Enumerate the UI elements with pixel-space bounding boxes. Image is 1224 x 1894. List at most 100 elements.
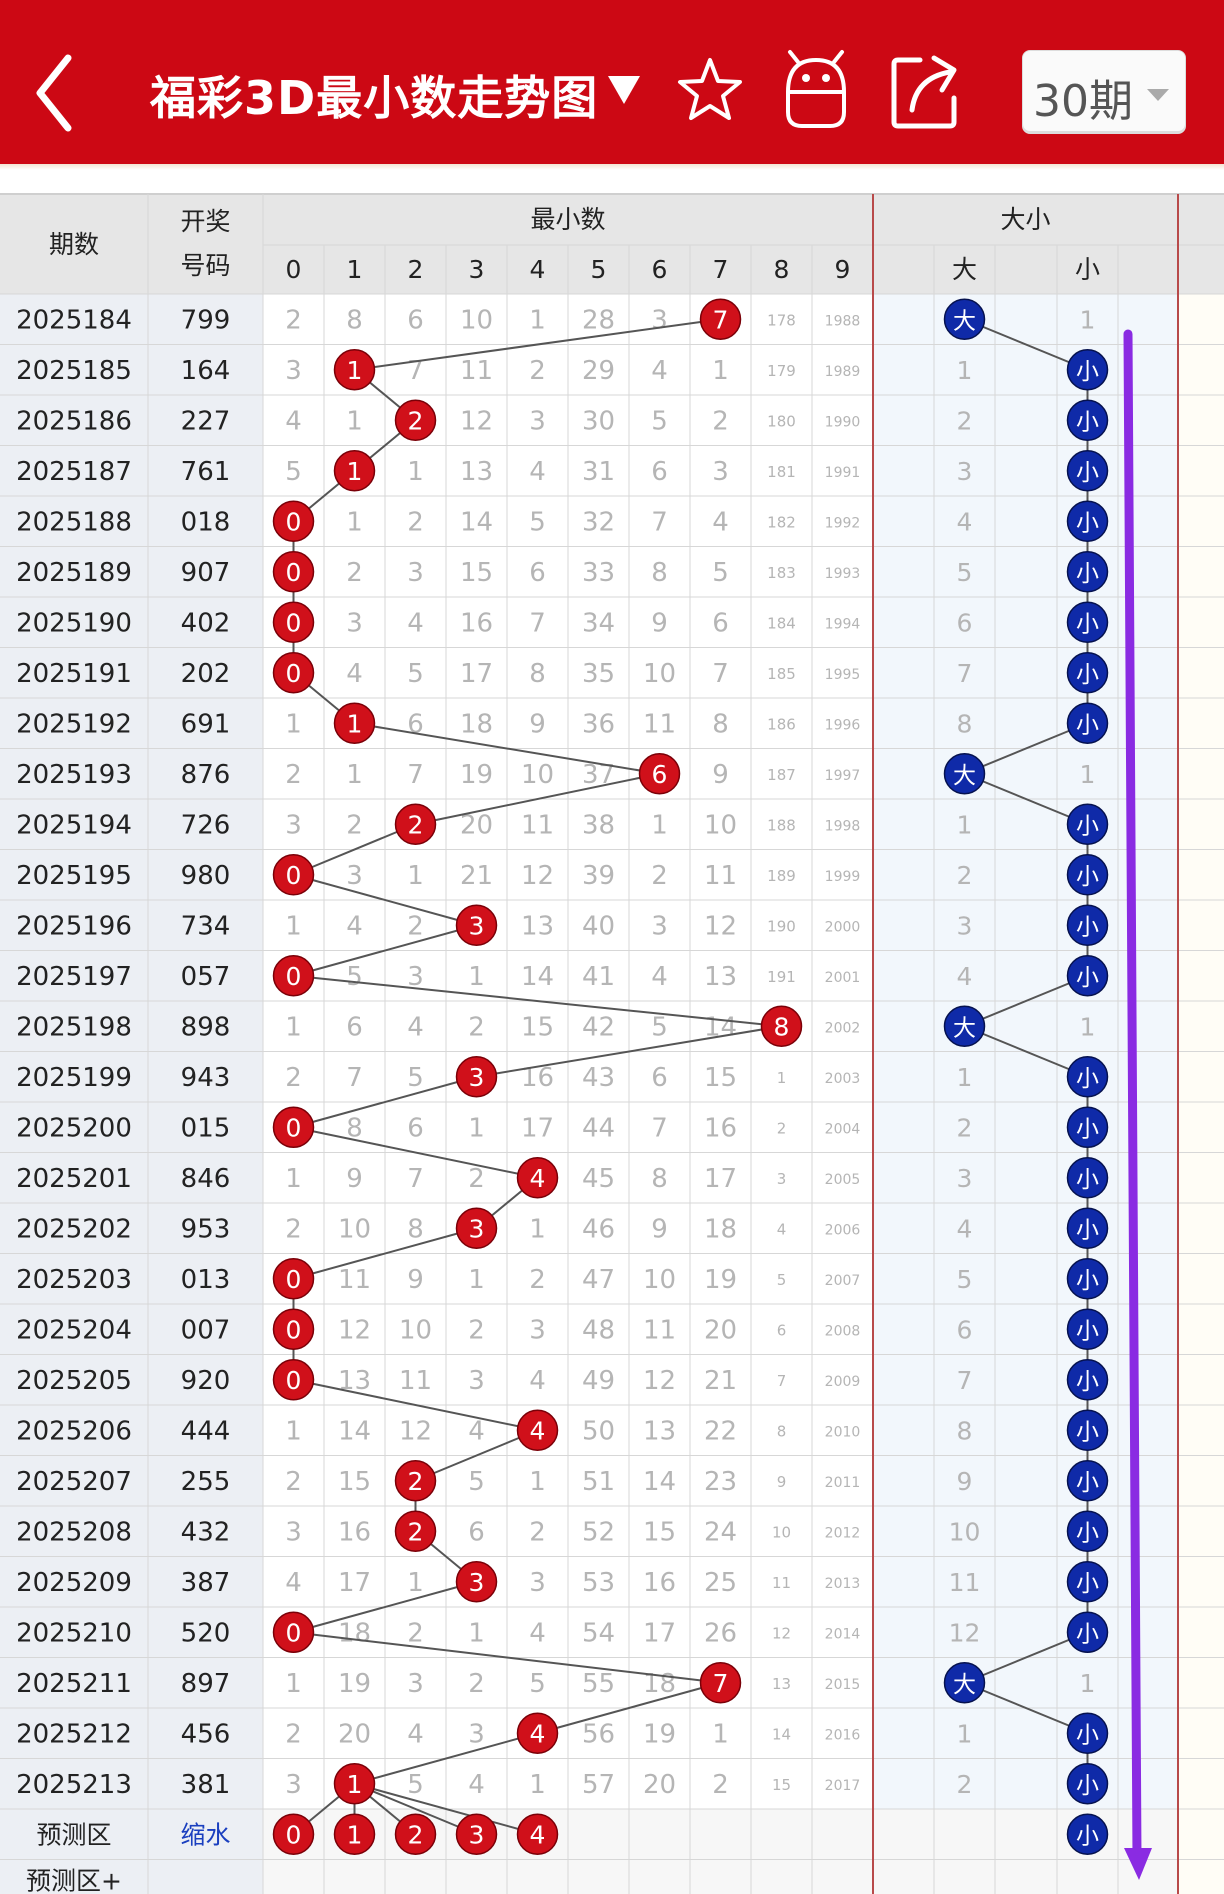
- size-ball-label: 小: [1076, 1419, 1099, 1445]
- min-ball-label: 0: [286, 608, 302, 637]
- cell-miss: 15: [338, 1467, 371, 1497]
- predict-ball: [455, 1813, 498, 1855]
- predict-plus-label[interactable]: 预测区+: [26, 1867, 122, 1894]
- size-ball-label: 小: [1076, 1066, 1099, 1092]
- cell-miss: 2015: [825, 1677, 861, 1693]
- predict-draw-link[interactable]: 缩水: [180, 1820, 230, 1849]
- size-ball: [1066, 1561, 1109, 1603]
- cell-issue: 2025203: [16, 1265, 132, 1295]
- header-digit-col: 8: [774, 255, 790, 284]
- cell-miss: 4: [651, 962, 668, 992]
- size-ball-label: 小: [1076, 1318, 1099, 1344]
- star-icon[interactable]: [676, 56, 744, 124]
- cell-miss: 8: [651, 1164, 668, 1194]
- page-title[interactable]: 福彩3D最小数走势图: [150, 71, 599, 125]
- cell-miss: 6: [529, 558, 546, 588]
- min-ball-label: 7: [713, 305, 729, 334]
- cell-miss: 3: [285, 1517, 302, 1547]
- min-ball-label: 3: [469, 1214, 485, 1243]
- cell-issue: 2025207: [16, 1467, 132, 1497]
- cell-miss: 1: [712, 356, 729, 386]
- size-ball-label: 小: [1076, 1520, 1099, 1546]
- header-size-group: 大小: [1000, 205, 1050, 234]
- triangle-down-icon[interactable]: [606, 74, 642, 106]
- min-ball-label: 1: [347, 457, 363, 486]
- cell-miss: 46: [582, 1214, 615, 1244]
- trend-line: [415, 772, 660, 826]
- header-digit-col: 4: [530, 255, 546, 284]
- size-ball-label: 小: [1076, 1116, 1099, 1142]
- cell-miss: 3: [712, 457, 729, 487]
- cell-size-miss: 1: [1080, 760, 1096, 789]
- cell-miss: 1: [407, 457, 424, 487]
- cell-miss: 13: [643, 1416, 676, 1446]
- cell-miss: 52: [582, 1517, 615, 1547]
- cell-size-miss: 5: [957, 1265, 973, 1294]
- cell-miss: 12: [338, 1315, 371, 1345]
- cell-miss: 2002: [825, 1020, 861, 1036]
- cell-size-miss: 1: [1080, 1012, 1096, 1041]
- cell-miss: 31: [582, 457, 615, 487]
- cell-size-miss: 1: [1080, 305, 1096, 334]
- cell-size-miss: 4: [957, 1214, 973, 1243]
- cell-miss: 2010: [825, 1424, 861, 1440]
- cell-miss: 51: [582, 1467, 615, 1497]
- cell-issue: 2025192: [16, 709, 132, 739]
- cell-miss: 4: [529, 1618, 546, 1648]
- cell-miss: 5: [346, 962, 363, 992]
- cell-miss: 1: [407, 1568, 424, 1598]
- cell-miss: 1992: [825, 515, 861, 531]
- min-ball-label: 2: [408, 1517, 424, 1546]
- min-ball-label: 7: [713, 1669, 729, 1698]
- cell-miss: 2: [529, 1265, 546, 1295]
- cell-miss: 20: [704, 1315, 737, 1345]
- cell-issue: 2025196: [16, 911, 132, 941]
- min-ball: [272, 1359, 315, 1401]
- share-icon[interactable]: [890, 50, 962, 130]
- cell-miss: 5: [407, 659, 424, 689]
- cell-draw: 255: [181, 1467, 231, 1497]
- size-ball: [1066, 904, 1109, 946]
- cell-miss: 11: [704, 861, 737, 891]
- cell-miss: 5: [407, 1063, 424, 1093]
- cell-miss: 6: [407, 1113, 424, 1143]
- period-selector[interactable]: 30期: [1022, 50, 1186, 134]
- cell-miss: 1: [468, 962, 485, 992]
- min-ball-label: 3: [469, 911, 485, 940]
- min-ball: [455, 1056, 498, 1098]
- size-trend-line: [964, 1025, 1088, 1078]
- cell-miss: 25: [704, 1568, 737, 1598]
- size-ball-label: 小: [1076, 1621, 1099, 1647]
- cell-miss: 4: [712, 507, 729, 537]
- cell-miss: 2: [285, 1719, 302, 1749]
- cell-miss: 7: [407, 1164, 424, 1194]
- cell-miss: 17: [521, 1113, 554, 1143]
- trend-line: [293, 1378, 538, 1432]
- cell-miss: 3: [529, 406, 546, 436]
- table-header: 期数开奖号码最小数 大小0 1 2 3 4 5 6 7 8 9 大小: [49, 205, 1100, 284]
- min-ball: [394, 399, 437, 441]
- size-ball-label: 大: [953, 1015, 976, 1041]
- cell-miss: 7: [651, 1113, 668, 1143]
- cell-miss: 56: [582, 1719, 615, 1749]
- predict-ball-label: 4: [530, 1820, 546, 1849]
- cell-miss: 5: [468, 1467, 485, 1497]
- trend-lines: [292, 318, 1089, 1836]
- cell-size-miss: 8: [957, 709, 973, 738]
- cell-miss: 12: [521, 861, 554, 891]
- predict-ball: [333, 1813, 376, 1855]
- back-arrow-icon[interactable]: [28, 48, 88, 138]
- cell-draw: 980: [181, 861, 231, 891]
- cell-miss: 10: [643, 1265, 676, 1295]
- trend-line: [537, 1681, 721, 1735]
- min-ball: [272, 854, 315, 896]
- trend-line: [415, 1429, 538, 1482]
- android-robot-icon[interactable]: [782, 48, 850, 132]
- min-ball-label: 0: [286, 1618, 302, 1647]
- cell-miss: 9: [651, 1214, 668, 1244]
- trend-line: [293, 1227, 477, 1280]
- cell-issue: 2025202: [16, 1214, 132, 1244]
- cell-miss: 5: [407, 1770, 424, 1800]
- cell-size-miss: 2: [957, 1770, 973, 1799]
